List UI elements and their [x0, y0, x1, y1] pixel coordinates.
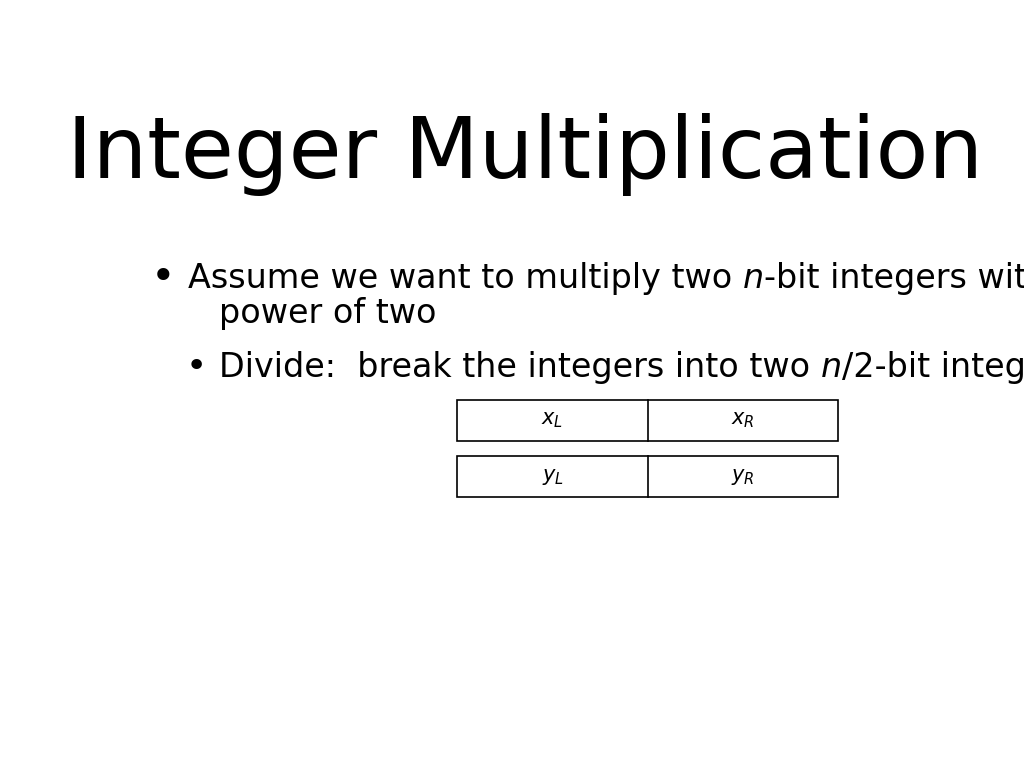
Text: $x_R$: $x_R$: [731, 410, 755, 430]
Bar: [458, 399, 839, 441]
Text: $y_R$: $y_R$: [731, 466, 755, 487]
Text: n: n: [821, 351, 842, 384]
Text: •: •: [186, 350, 207, 384]
Text: Assume we want to multiply two: Assume we want to multiply two: [187, 262, 742, 295]
Text: -bit integers with: -bit integers with: [764, 262, 1024, 295]
Text: •: •: [151, 257, 176, 300]
Bar: [458, 456, 839, 497]
Text: Divide:  break the integers into two: Divide: break the integers into two: [219, 351, 821, 384]
Text: power of two: power of two: [219, 297, 437, 330]
Text: Integer Multiplication: Integer Multiplication: [67, 113, 983, 196]
Text: $y_L$: $y_L$: [542, 466, 563, 487]
Text: $x_L$: $x_L$: [542, 410, 563, 430]
Text: /2-bit integers: /2-bit integers: [842, 351, 1024, 384]
Text: n: n: [742, 262, 764, 295]
